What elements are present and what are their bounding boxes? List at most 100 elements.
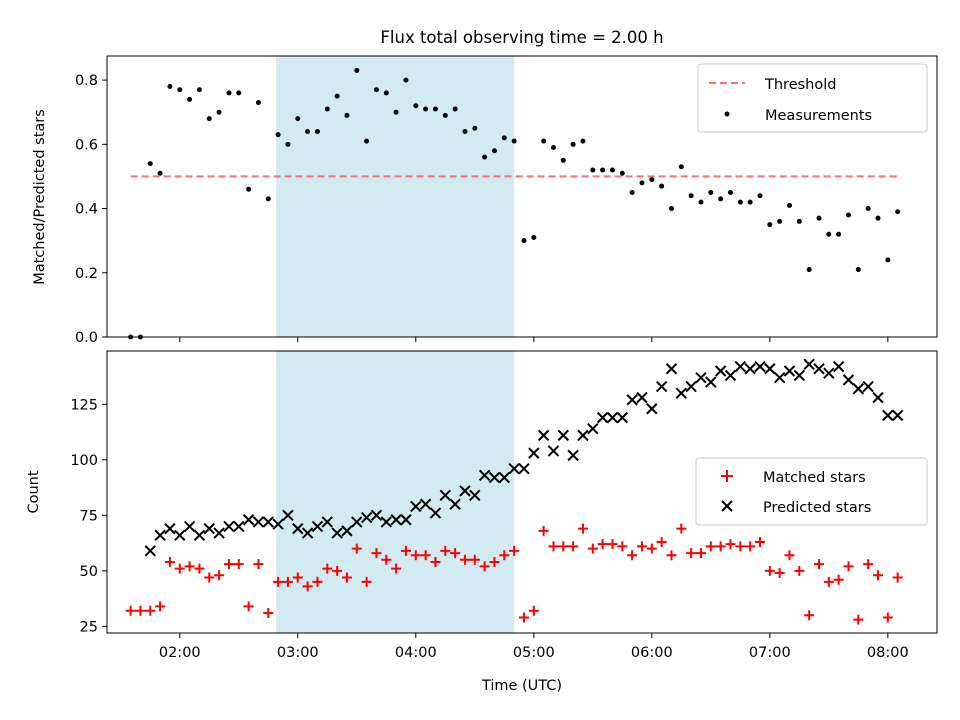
matched-star-point [125, 605, 136, 616]
measurement-point [639, 180, 645, 186]
measurement-point [236, 90, 242, 96]
legend-threshold-label: Threshold [764, 77, 836, 93]
measurement-point [206, 116, 212, 122]
measurement-point [354, 67, 360, 73]
measurement-point [629, 189, 635, 195]
matched-star-point [607, 539, 618, 550]
matched-star-point [312, 576, 323, 587]
matched-star-point [430, 556, 441, 567]
matched-star-point [155, 601, 166, 612]
x-tick-label: 03:00 [277, 645, 319, 661]
matched-star-point [558, 541, 569, 552]
matched-star-point [794, 565, 805, 576]
top-y-axis-label: Matched/Predicted stars [32, 109, 48, 285]
predicted-star-point [488, 471, 501, 484]
matched-star-point [528, 605, 539, 616]
predicted-star-point [223, 520, 235, 533]
predicted-star-point [144, 545, 156, 557]
matched-star-point [804, 610, 815, 621]
bot-y-tick-label: 100 [70, 453, 98, 469]
measurement-point [373, 87, 379, 93]
predicted-star-point [714, 365, 727, 377]
matched-star-point [617, 541, 628, 552]
predicted-star-point [596, 411, 609, 424]
measurement-point [541, 138, 547, 144]
measurement-point [698, 199, 704, 205]
matched-star-point [233, 559, 244, 570]
matched-star-point [882, 612, 893, 623]
predicted-star-point [783, 365, 796, 377]
x-axis-label: Time (UTC) [481, 678, 562, 694]
predicted-star-point [764, 363, 776, 375]
predicted-star-point [754, 360, 766, 373]
predicted-star-point [380, 516, 392, 528]
measurement-point [295, 116, 301, 122]
matched-star-point [243, 601, 254, 612]
matched-star-point [627, 550, 638, 561]
measurement-point [501, 135, 507, 141]
measurement-point [531, 234, 537, 240]
predicted-star-point [508, 462, 520, 475]
predicted-star-point [567, 449, 579, 462]
matched-star-point [420, 550, 431, 561]
measurement-point [777, 218, 783, 224]
matched-star-point [440, 545, 451, 556]
measurement-point [836, 231, 842, 237]
measurement-point [275, 132, 281, 138]
matched-star-point [666, 550, 677, 561]
matched-star-point [784, 550, 795, 561]
measurement-point [727, 189, 733, 195]
measurement-point [580, 138, 586, 144]
predicted-star-point [469, 489, 481, 502]
predicted-star-point [478, 469, 491, 482]
matched-star-point [548, 541, 559, 552]
predicted-star-point [498, 471, 511, 484]
predicted-star-point [675, 387, 688, 399]
matched-star-point [263, 608, 274, 619]
measurement-point [393, 109, 399, 115]
predicted-star-point [252, 516, 265, 528]
predicted-star-point [547, 445, 560, 457]
matched-star-point [204, 572, 215, 583]
predicted-star-point [882, 409, 894, 422]
bottom-plot-frame [106, 350, 938, 634]
top-legend-box [697, 63, 928, 133]
legend-predicted-swatch [721, 500, 733, 512]
matched-star-point [725, 539, 736, 550]
measurement-point [491, 148, 497, 154]
top-observing-window [276, 56, 515, 337]
matched-star-point [892, 572, 903, 583]
predicted-star-point [203, 522, 215, 535]
measurement-point [177, 87, 183, 93]
measurement-point [344, 112, 350, 118]
predicted-star-point [655, 380, 668, 393]
matched-star-point [813, 559, 824, 570]
measurement-point [305, 128, 311, 134]
matched-star-point [754, 536, 765, 547]
top-y-tick-label: 0.4 [75, 202, 98, 218]
predicted-star-point [331, 527, 343, 539]
x-tick-label: 05:00 [513, 645, 555, 661]
matched-star-point [184, 561, 195, 572]
x-tick-label: 06:00 [631, 645, 673, 661]
matched-star-point [636, 541, 647, 552]
measurement-point [895, 209, 901, 215]
measurement-point [668, 206, 674, 212]
matched-star-point [322, 563, 333, 574]
measurement-point [737, 199, 743, 205]
matched-star-point [145, 605, 156, 616]
matched-star-point [292, 572, 303, 583]
matched-star-point [223, 559, 234, 570]
bot-y-tick-label: 125 [70, 397, 98, 413]
measurement-point [796, 218, 802, 224]
matched-star-point [351, 543, 362, 554]
predicted-star-point [616, 411, 629, 424]
measurement-point [600, 167, 606, 173]
matched-star-point [410, 550, 421, 561]
predicted-star-point [390, 514, 402, 526]
predicted-star-point [272, 518, 284, 530]
matched-star-point [656, 536, 667, 547]
matched-star-point [194, 563, 205, 574]
bottom-plot: 25 50 75 100 125 02:00 03:00 04:00 05:00 06:00 07… [26, 350, 938, 694]
